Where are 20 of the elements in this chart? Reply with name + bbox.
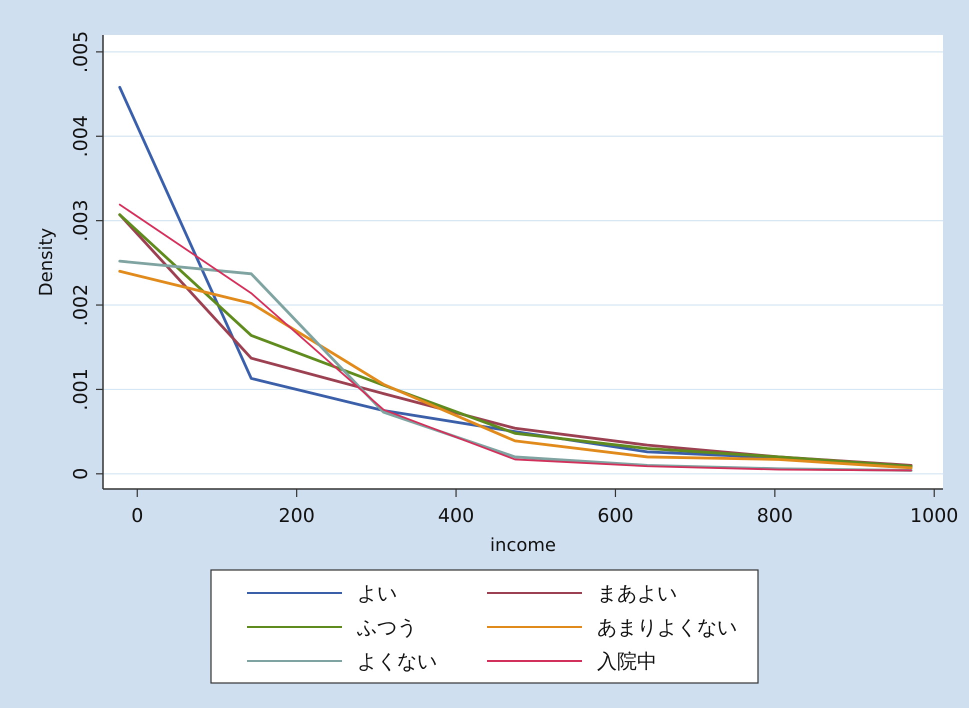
y-tick-label: .004 [70, 115, 92, 158]
y-axis-title: Density [36, 227, 57, 296]
x-tick-label: 0 [131, 505, 144, 527]
x-tick-label: 600 [597, 505, 634, 527]
x-tick-label: 800 [756, 505, 793, 527]
x-tick-label: 400 [438, 505, 474, 527]
legend-label: 入院中 [597, 649, 657, 673]
legend-label: よい [357, 581, 397, 605]
legend-label: あまりよくない [597, 615, 737, 639]
y-tick-label: .005 [70, 30, 92, 74]
legend-label: まあよい [597, 581, 677, 605]
y-tick-label: 0 [70, 468, 92, 480]
x-axis-title: income [490, 535, 556, 556]
legend-label: よくない [357, 649, 437, 673]
x-tick-label: 200 [278, 505, 315, 527]
y-tick-label: .003 [70, 199, 92, 242]
legend-label: ふつう [356, 615, 417, 639]
y-tick-label: .002 [70, 284, 92, 326]
y-tick-label: .001 [70, 368, 92, 411]
x-tick-label: 1000 [910, 505, 958, 527]
